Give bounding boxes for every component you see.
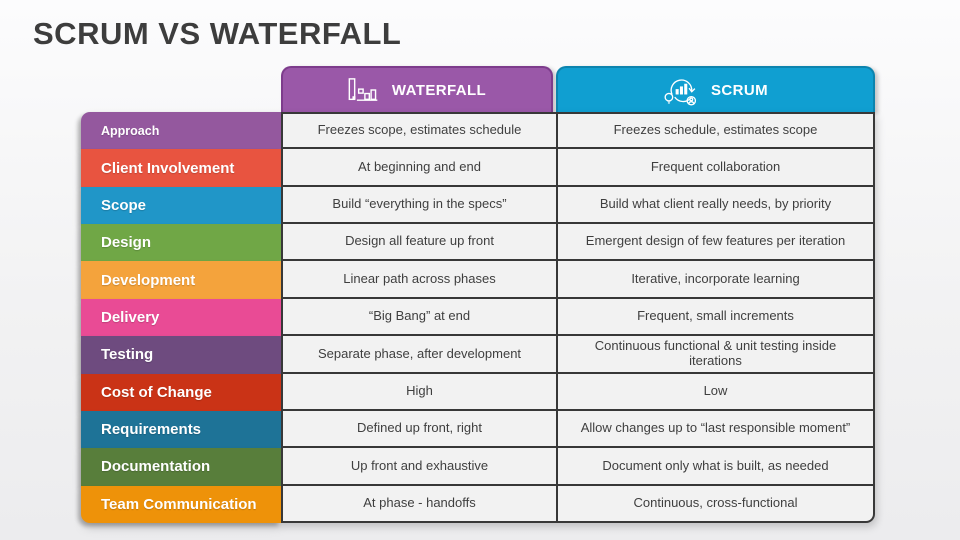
waterfall-cell: Build “everything in the specs”	[281, 186, 556, 225]
scrum-cell: Frequent, small increments	[556, 298, 875, 337]
row-label-text: Scope	[101, 196, 147, 214]
waterfall-chart-icon	[348, 77, 380, 103]
row-label: Team Communication	[81, 485, 281, 523]
row-label-text: Development	[101, 271, 196, 289]
waterfall-cell: “Big Bang” at end	[281, 298, 556, 337]
table-row: Client Involvement At beginning and end …	[81, 149, 875, 187]
row-label: Cost of Change	[81, 373, 281, 411]
waterfall-cell: At phase - handoffs	[281, 485, 556, 523]
row-label-text: Approach	[101, 123, 160, 138]
table-row: Scope Build “everything in the specs” Bu…	[81, 186, 875, 225]
waterfall-column-label: WATERFALL	[391, 81, 487, 99]
row-label-text: Cost of Change	[101, 383, 212, 401]
table-row: Requirements Defined up front, right All…	[81, 410, 875, 449]
scrum-cycle-icon	[663, 73, 699, 107]
row-label: Approach	[81, 112, 281, 150]
row-label-text: Delivery	[101, 308, 160, 326]
scrum-cell: Build what client really needs, by prior…	[556, 186, 875, 225]
table-body: Approach Freezes scope, estimates schedu…	[81, 112, 875, 523]
scrum-cell: Emergent design of few features per iter…	[556, 224, 875, 262]
scrum-column-header: SCRUM	[556, 66, 875, 112]
row-label: Client Involvement	[81, 149, 281, 187]
waterfall-cell: Up front and exhaustive	[281, 448, 556, 486]
row-label: Documentation	[81, 448, 281, 486]
row-label: Design	[81, 224, 281, 262]
scrum-cell: Iterative, incorporate learning	[556, 261, 875, 299]
row-label: Testing	[81, 336, 281, 374]
table-row: Cost of Change High Low	[81, 373, 875, 411]
waterfall-column-header: WATERFALL	[281, 66, 553, 112]
waterfall-cell: Linear path across phases	[281, 261, 556, 299]
scrum-cell: Frequent collaboration	[556, 149, 875, 187]
scrum-cell: Continuous, cross-functional	[556, 485, 875, 523]
scrum-cell: Allow changes up to “last responsible mo…	[556, 410, 875, 449]
table-row: Development Linear path across phases It…	[81, 261, 875, 299]
scrum-column-label: SCRUM	[711, 81, 768, 99]
row-label-text: Testing	[101, 346, 154, 364]
table-row: Approach Freezes scope, estimates schedu…	[81, 112, 875, 150]
row-label-text: Client Involvement	[101, 159, 235, 177]
scrum-cell: Low	[556, 373, 875, 411]
row-label-text: Team Communication	[101, 495, 257, 513]
waterfall-cell: At beginning and end	[281, 149, 556, 187]
comparison-table: WATERFALL	[81, 66, 875, 523]
table-row: Delivery “Big Bang” at end Frequent, sma…	[81, 298, 875, 337]
row-label: Development	[81, 261, 281, 299]
table-row: Design Design all feature up front Emerg…	[81, 224, 875, 262]
row-label-text: Documentation	[101, 458, 211, 476]
scrum-cell: Continuous functional & unit testing ins…	[556, 336, 875, 374]
waterfall-cell: Freezes scope, estimates schedule	[281, 112, 556, 150]
row-label-text: Design	[101, 234, 152, 252]
row-label: Requirements	[81, 410, 281, 449]
row-label-text: Requirements	[101, 421, 202, 439]
waterfall-cell: Design all feature up front	[281, 224, 556, 262]
scrum-cell: Document only what is built, as needed	[556, 448, 875, 486]
row-label: Delivery	[81, 298, 281, 337]
scrum-cell: Freezes schedule, estimates scope	[556, 112, 875, 150]
table-row: Team Communication At phase - handoffs C…	[81, 485, 875, 523]
table-row: Testing Separate phase, after developmen…	[81, 336, 875, 374]
table-row: Documentation Up front and exhaustive Do…	[81, 448, 875, 486]
page-title: SCRUM VS WATERFALL	[33, 16, 402, 51]
waterfall-cell: Defined up front, right	[281, 410, 556, 449]
row-label: Scope	[81, 186, 281, 225]
waterfall-cell: Separate phase, after development	[281, 336, 556, 374]
waterfall-cell: High	[281, 373, 556, 411]
